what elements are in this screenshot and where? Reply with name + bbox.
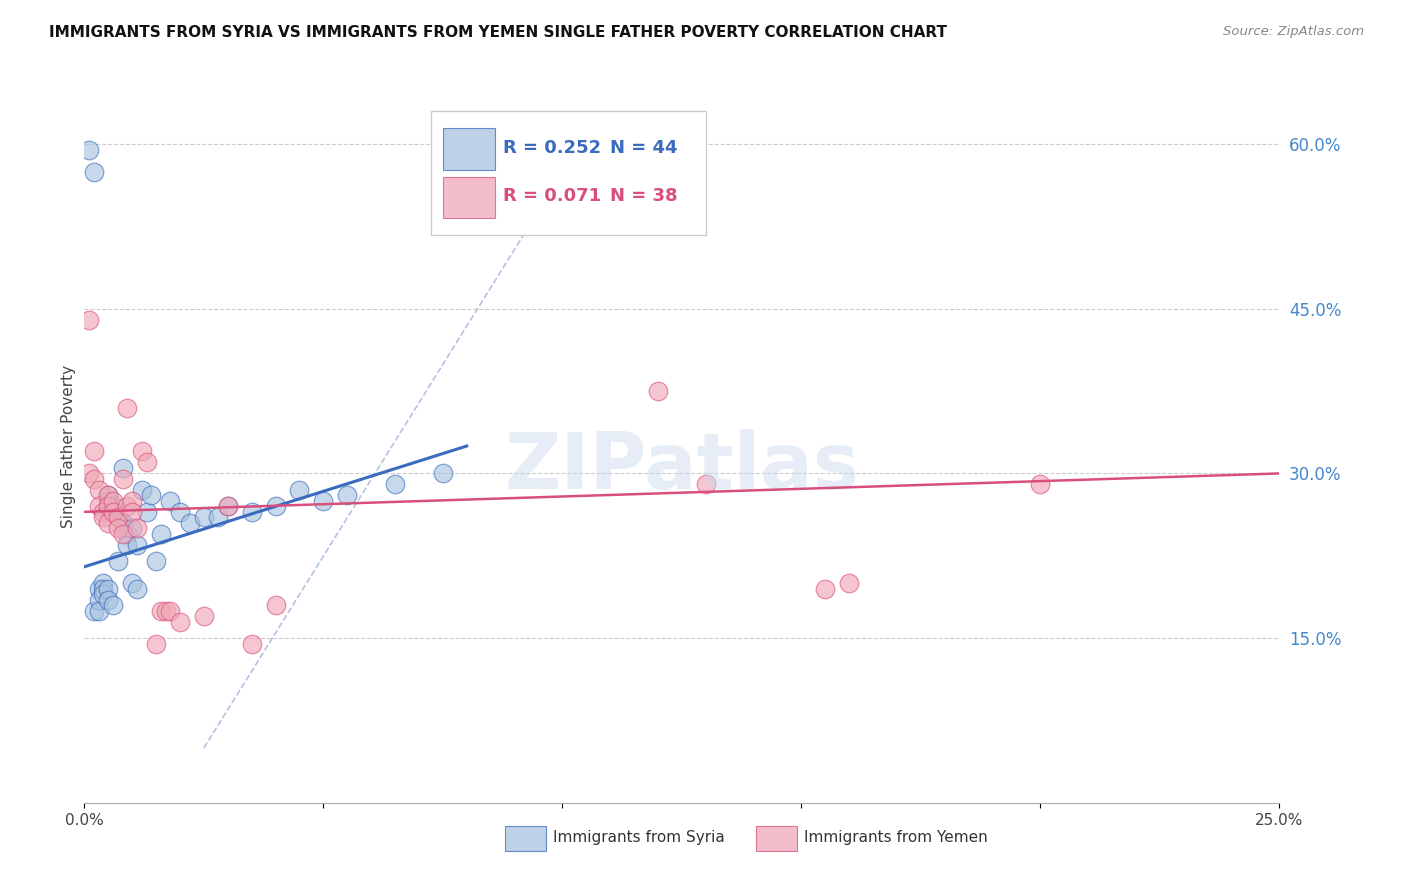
Point — [384, 477, 406, 491]
Point — [179, 516, 201, 530]
Point — [93, 576, 115, 591]
Point — [87, 592, 110, 607]
Point — [264, 598, 287, 612]
Text: Immigrants from Yemen: Immigrants from Yemen — [804, 830, 987, 846]
Point — [83, 472, 105, 486]
Point — [111, 472, 134, 486]
Point — [207, 510, 229, 524]
Point — [135, 505, 157, 519]
Point — [93, 510, 115, 524]
Point — [97, 488, 120, 502]
Point — [93, 587, 115, 601]
Point — [87, 500, 110, 514]
Point — [240, 637, 263, 651]
Point — [83, 444, 105, 458]
Point — [93, 582, 115, 596]
Point — [83, 604, 105, 618]
Point — [131, 483, 153, 497]
Point — [83, 164, 105, 178]
Text: Source: ZipAtlas.com: Source: ZipAtlas.com — [1223, 25, 1364, 38]
Text: N = 38: N = 38 — [610, 187, 678, 205]
Point — [97, 516, 120, 530]
Point — [97, 592, 120, 607]
Point — [217, 500, 239, 514]
Point — [141, 488, 163, 502]
Point — [117, 500, 139, 514]
Point — [169, 615, 191, 629]
Point — [432, 467, 454, 481]
Point — [97, 582, 120, 596]
Point — [107, 510, 129, 524]
FancyBboxPatch shape — [443, 128, 495, 169]
Point — [169, 505, 191, 519]
Point — [117, 526, 139, 541]
Point — [149, 604, 172, 618]
Point — [131, 444, 153, 458]
Text: R = 0.071: R = 0.071 — [503, 187, 600, 205]
Point — [125, 582, 148, 596]
Point — [101, 505, 124, 519]
Point — [77, 143, 100, 157]
Point — [107, 554, 129, 568]
Point — [77, 467, 100, 481]
FancyBboxPatch shape — [505, 826, 546, 851]
FancyBboxPatch shape — [443, 177, 495, 219]
Point — [695, 477, 717, 491]
Point — [125, 521, 148, 535]
Text: R = 0.252: R = 0.252 — [503, 139, 600, 157]
Point — [288, 483, 311, 497]
Point — [93, 505, 115, 519]
Point — [87, 582, 110, 596]
Point — [155, 604, 177, 618]
Point — [145, 554, 167, 568]
Point — [101, 500, 124, 514]
Point — [135, 455, 157, 469]
Point — [838, 576, 860, 591]
Point — [193, 609, 215, 624]
Y-axis label: Single Father Poverty: Single Father Poverty — [60, 365, 76, 527]
Point — [101, 505, 124, 519]
Text: N = 44: N = 44 — [610, 139, 678, 157]
Point — [111, 516, 134, 530]
Text: Immigrants from Syria: Immigrants from Syria — [553, 830, 724, 846]
Point — [107, 510, 129, 524]
Point — [77, 312, 100, 326]
Point — [312, 494, 335, 508]
Point — [125, 538, 148, 552]
Text: IMMIGRANTS FROM SYRIA VS IMMIGRANTS FROM YEMEN SINGLE FATHER POVERTY CORRELATION: IMMIGRANTS FROM SYRIA VS IMMIGRANTS FROM… — [49, 25, 948, 40]
Point — [264, 500, 287, 514]
Point — [159, 494, 181, 508]
Point — [121, 521, 143, 535]
Point — [97, 494, 120, 508]
Point — [121, 576, 143, 591]
Point — [1029, 477, 1052, 491]
Point — [101, 494, 124, 508]
Point — [121, 505, 143, 519]
Point — [111, 461, 134, 475]
Point — [101, 598, 124, 612]
Point — [149, 526, 172, 541]
Point — [159, 604, 181, 618]
Point — [107, 521, 129, 535]
Point — [240, 505, 263, 519]
Point — [117, 538, 139, 552]
Point — [117, 401, 139, 415]
Point — [97, 488, 120, 502]
Point — [647, 384, 669, 398]
Point — [217, 500, 239, 514]
Point — [814, 582, 837, 596]
Point — [87, 483, 110, 497]
Point — [111, 526, 134, 541]
Point — [145, 637, 167, 651]
FancyBboxPatch shape — [756, 826, 797, 851]
Text: ZIPatlas: ZIPatlas — [505, 429, 859, 506]
Point — [336, 488, 359, 502]
FancyBboxPatch shape — [432, 111, 706, 235]
Point — [121, 494, 143, 508]
Point — [97, 500, 120, 514]
Point — [193, 510, 215, 524]
Point — [87, 604, 110, 618]
